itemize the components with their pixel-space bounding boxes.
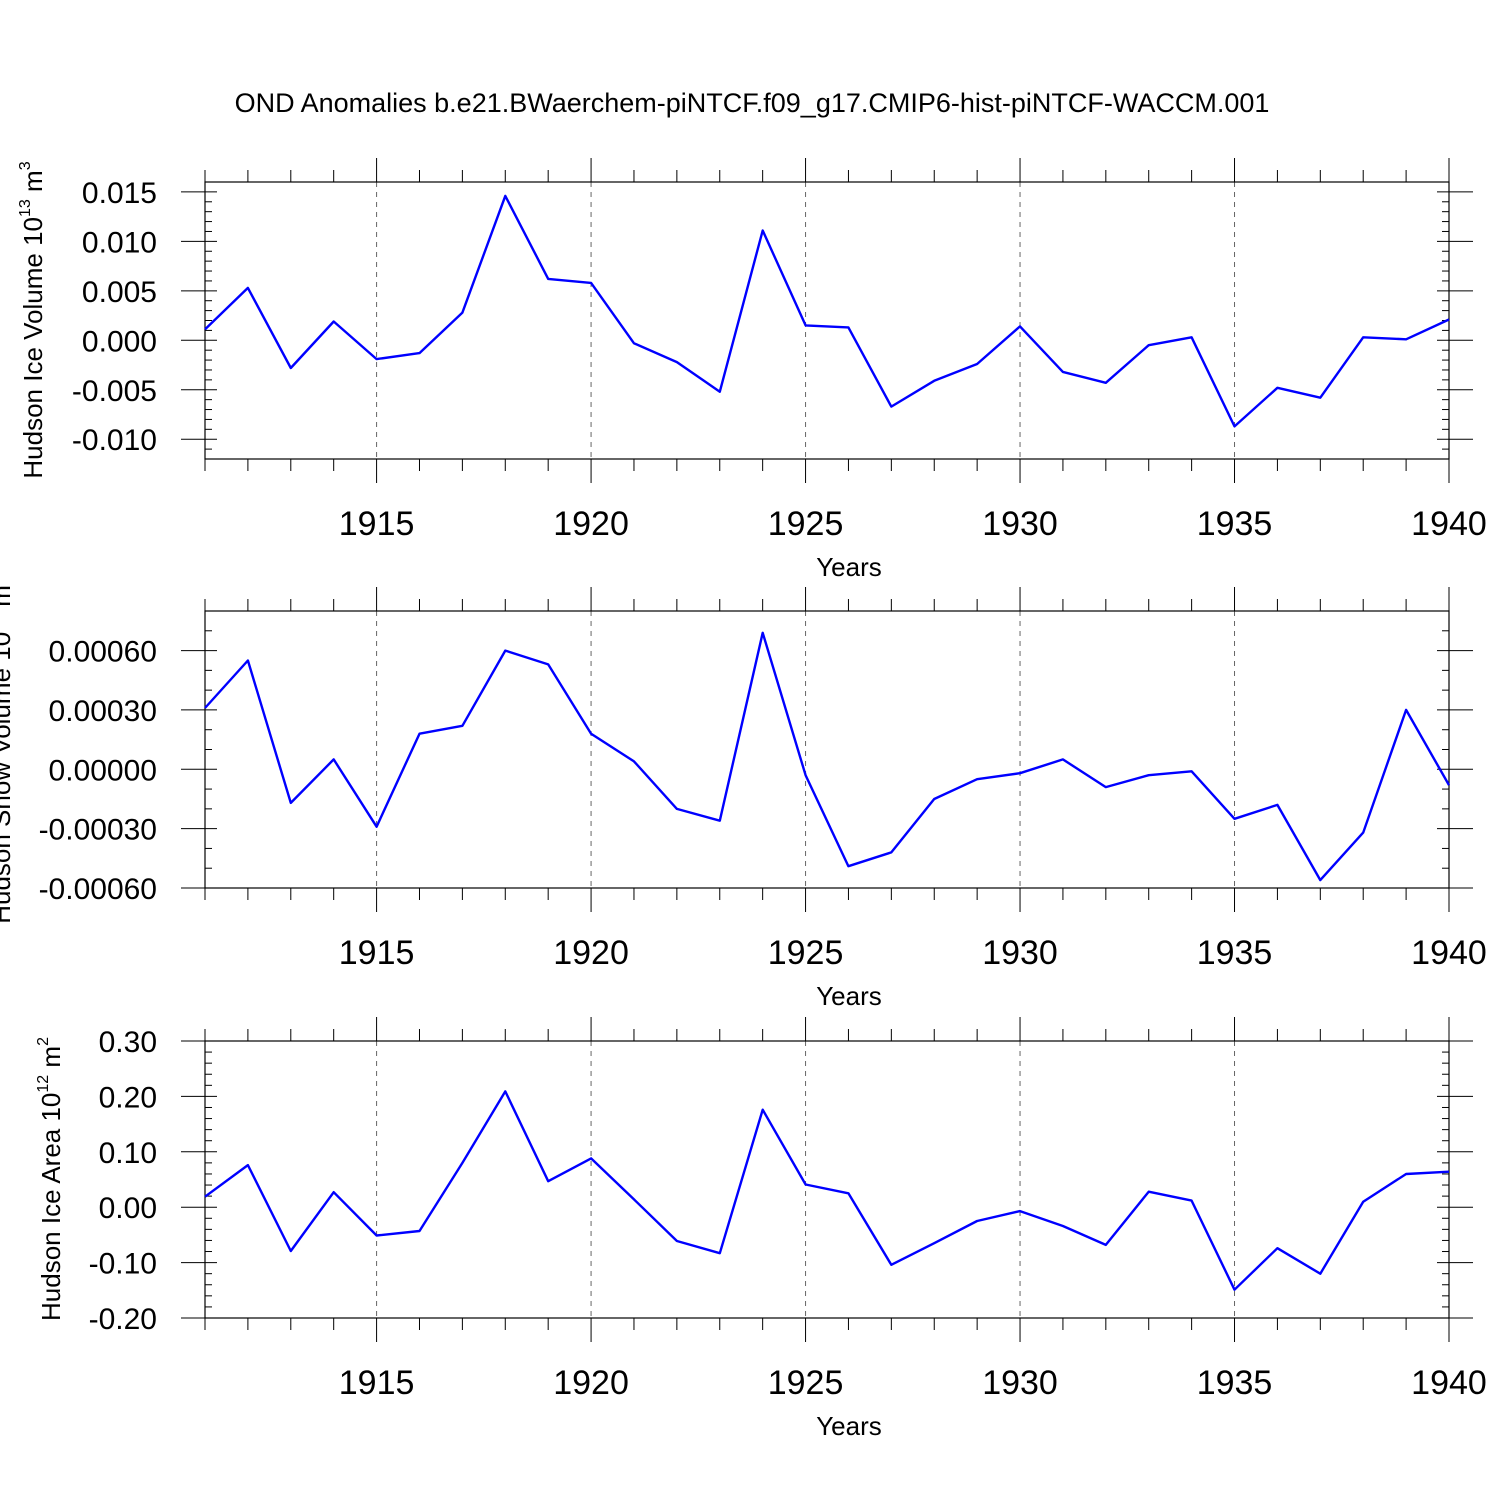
x-tick-label: 1930 <box>982 505 1058 543</box>
x-tick-label: 1940 <box>1411 934 1487 972</box>
plot-frame <box>204 1040 1450 1319</box>
y-axis-title: Hudson Ice Area 1012 m2 <box>35 1037 66 1321</box>
series-line <box>204 194 1450 428</box>
y-axis-title: Hudson Ice Volume 1013 m3 <box>17 161 48 478</box>
y-tick-label: -0.00060 <box>39 873 157 906</box>
chart-title: OND Anomalies b.e21.BWaerchem-piNTCF.f09… <box>235 88 1270 118</box>
panel-3: 1915 1920 1925 1930 1935 1940 -0.20 -0.10 0.00 0.… <box>35 1017 1487 1441</box>
y-tick-label: 0.00060 <box>49 636 157 669</box>
panel-1: 1915 1920 1925 1930 1935 1940 -0.010 -0.005 0.00… <box>17 158 1487 582</box>
y-tick-label: -0.10 <box>89 1248 157 1281</box>
y-tick-label: -0.005 <box>72 375 157 408</box>
y-tick-label: 0.005 <box>82 276 157 309</box>
x-tick-label: 1935 <box>1197 505 1273 543</box>
y-tick-label: 0.00030 <box>49 695 157 728</box>
x-tick-label: 1915 <box>339 1364 415 1402</box>
y-tick-label: -0.20 <box>89 1303 157 1336</box>
panel-2: 1915 1920 1925 1930 1935 1940 -0.00060 -0.00030… <box>0 576 1487 1011</box>
x-tick-label: 1920 <box>553 934 629 972</box>
x-tick-label: 1940 <box>1411 1364 1487 1402</box>
x-axis-title: Years <box>816 981 882 1011</box>
y-tick-label: 0.015 <box>82 177 157 210</box>
y-tick-label: 0.30 <box>99 1026 157 1059</box>
y-axis-title: Hudson Snow Volume 1013 m3 <box>0 576 16 924</box>
y-tick-label: 0.00000 <box>49 754 157 787</box>
y-tick-label: -0.010 <box>72 424 157 457</box>
plot-frame <box>204 181 1450 460</box>
series-line <box>204 631 1451 882</box>
x-tick-label: 1930 <box>982 934 1058 972</box>
x-tick-label: 1915 <box>339 505 415 543</box>
x-tick-label: 1940 <box>1411 505 1487 543</box>
x-tick-label: 1935 <box>1197 934 1273 972</box>
y-tick-label: 0.010 <box>82 226 157 259</box>
x-tick-label: 1925 <box>768 1364 844 1402</box>
x-axis-title: Years <box>816 1411 882 1441</box>
y-tick-label: -0.00030 <box>39 814 157 847</box>
y-tick-label: 0.00 <box>99 1192 157 1225</box>
series-line <box>204 1090 1450 1291</box>
x-tick-label: 1915 <box>339 934 415 972</box>
x-tick-label: 1925 <box>768 934 844 972</box>
x-tick-label: 1930 <box>982 1364 1058 1402</box>
x-tick-label: 1920 <box>553 505 629 543</box>
x-tick-label: 1935 <box>1197 1364 1273 1402</box>
x-tick-label: 1920 <box>553 1364 629 1402</box>
y-tick-label: 0.10 <box>99 1137 157 1170</box>
plot-frame <box>204 610 1450 889</box>
y-tick-label: 0.000 <box>82 325 157 358</box>
x-axis-title: Years <box>816 552 882 582</box>
y-tick-label: 0.20 <box>99 1081 157 1114</box>
x-tick-label: 1925 <box>768 505 844 543</box>
